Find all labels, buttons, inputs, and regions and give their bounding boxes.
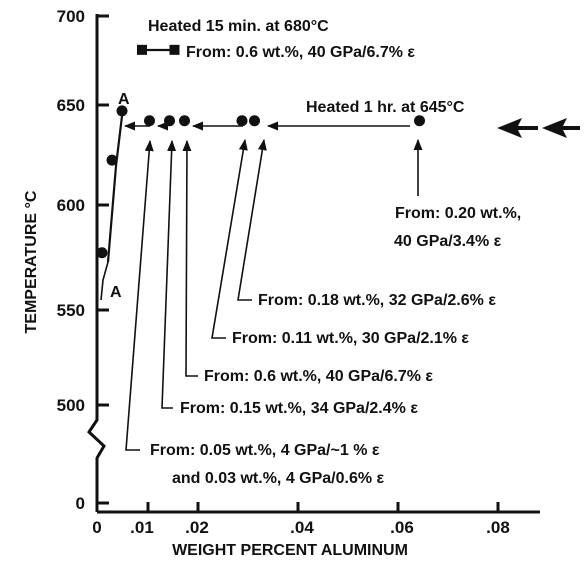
entry-arrows xyxy=(497,118,580,138)
data-point-6 xyxy=(179,115,190,127)
label-from-020-line1: From: 0.20 wt.%, xyxy=(395,205,521,222)
data-points xyxy=(96,105,425,259)
label-heated-15-from: From: 0.6 wt.%, 40 GPa/6.7% ε xyxy=(186,44,415,61)
data-point-2 xyxy=(106,154,118,166)
entry-arrow-1-head xyxy=(497,118,522,138)
leader-from-011 xyxy=(211,138,248,339)
x-axis-title: WEIGHT PERCENT ALUMINUM xyxy=(172,542,408,559)
y-axis-line xyxy=(87,14,106,512)
x-tick-label-08: .08 xyxy=(486,518,510,537)
y-tick-label-650: 650 xyxy=(57,96,85,115)
label-heated-1hr: Heated 1 hr. at 645°C xyxy=(306,99,465,116)
label-from-011: From: 0.11 wt.%, 30 GPa/2.1% ε xyxy=(232,330,469,347)
x-tick-label-0: 0 xyxy=(92,518,101,537)
series-a-line xyxy=(106,115,124,263)
x-tick-labels: 0 .01 .02 .04 .06 .08 xyxy=(92,518,510,537)
label-from-020-line2: 40 GPa/3.4% ε xyxy=(394,233,502,250)
label-from-005-line2: and 0.03 wt.%, 4 GPa/0.6% ε xyxy=(172,470,385,487)
x-tick-label-02: .02 xyxy=(185,518,209,537)
leader-from-018 xyxy=(237,138,267,301)
label-heated-15: Heated 15 min. at 680°C xyxy=(148,18,329,35)
x-tick-label-06: .06 xyxy=(390,518,414,537)
series-a-lower-line xyxy=(100,261,109,301)
data-point-7 xyxy=(236,115,248,127)
leader-from-005 xyxy=(125,139,154,451)
square-marker-1 xyxy=(137,44,147,55)
data-point-4 xyxy=(144,115,155,127)
square-marker-2 xyxy=(169,44,180,55)
y-tick-label-500: 500 xyxy=(57,396,85,415)
label-a-bottom: A xyxy=(110,284,122,301)
label-from-005-line1: From: 0.05 wt.%, 4 GPa/~1 % ε xyxy=(150,442,380,459)
label-a-top: A xyxy=(118,91,130,108)
x-tick-label-01: .01 xyxy=(130,518,154,537)
data-point-9 xyxy=(414,115,425,127)
data-point-8 xyxy=(249,115,260,127)
entry-arrow-2-head xyxy=(542,118,567,138)
leader-from-06 xyxy=(182,139,198,377)
label-from-06: From: 0.6 wt.%, 40 GPa/6.7% ε xyxy=(204,368,433,385)
data-point-1 xyxy=(96,247,108,259)
data-point-5 xyxy=(164,115,175,127)
y-tick-label-550: 550 xyxy=(57,301,85,320)
leader-from-015 xyxy=(161,139,177,409)
x-ticks xyxy=(95,502,500,512)
y-ticks xyxy=(97,14,109,505)
label-from-018: From: 0.18 wt.%, 32 GPa/2.6% ε xyxy=(258,292,496,309)
leader-arrows xyxy=(125,138,423,451)
label-from-015: From: 0.15 wt.%, 34 GPa/2.4% ε xyxy=(180,400,418,417)
y-tick-label-0: 0 xyxy=(76,494,85,513)
y-tick-label-600: 600 xyxy=(57,196,85,215)
x-tick-label-04: .04 xyxy=(290,518,314,537)
square-markers xyxy=(137,44,180,55)
data-point-3 xyxy=(116,105,128,117)
y-tick-label-700: 700 xyxy=(57,7,85,26)
y-tick-labels: 0 500 550 600 650 700 xyxy=(57,7,85,513)
y-axis-title: TEMPERATURE °C xyxy=(23,190,40,333)
